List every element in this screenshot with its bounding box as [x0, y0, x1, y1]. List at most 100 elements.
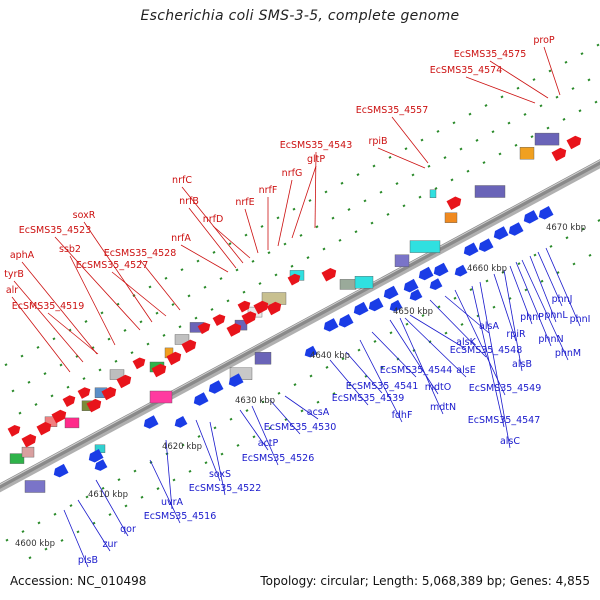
tick-mark	[162, 333, 166, 337]
gene-labels: alrtyrBaphAssb2EcSMS35_4519EcSMS35_4523s…	[4, 35, 590, 566]
tick-mark	[50, 394, 54, 398]
tick-mark	[244, 233, 248, 237]
tick-mark	[260, 225, 264, 228]
leader-line	[251, 405, 279, 466]
scale-label: 4640 kbp	[310, 351, 350, 361]
tick-mark	[251, 259, 255, 263]
tick-mark	[498, 152, 502, 156]
tick-mark	[402, 204, 406, 208]
tick-mark	[325, 365, 329, 369]
tick-mark	[139, 320, 143, 324]
gene-label: EcSMS35_4516	[144, 511, 217, 522]
tick-mark	[501, 270, 505, 274]
tick-mark	[370, 221, 374, 225]
backbone-shadow	[0, 161, 600, 493]
gene-arrow	[418, 266, 434, 281]
tick-mark	[372, 164, 376, 168]
backbone-highlight	[0, 159, 600, 486]
tick-mark	[117, 478, 121, 482]
gene-label: alr	[6, 285, 18, 296]
leader-line	[329, 359, 369, 406]
leader-line	[165, 439, 173, 510]
feature-box	[444, 212, 458, 223]
tick-mark	[52, 337, 56, 341]
tick-mark	[539, 104, 543, 108]
tick-mark	[220, 452, 224, 456]
gene-arrow	[208, 380, 224, 394]
tick-mark	[133, 469, 137, 473]
gene-label: rpiR	[506, 329, 526, 340]
tick-mark	[197, 435, 201, 438]
leader-line	[529, 255, 557, 323]
gene-arrow	[21, 434, 37, 448]
leader-line	[537, 251, 563, 307]
tick-mark	[172, 478, 176, 482]
tick-mark	[341, 357, 345, 361]
tick-mark	[34, 403, 38, 406]
tick-mark	[450, 178, 454, 182]
gene-label: nrfG	[282, 168, 303, 179]
leader-line	[188, 207, 237, 269]
gene-label: proP	[533, 35, 555, 46]
tick-mark	[395, 182, 399, 186]
gene-arrow	[508, 222, 524, 236]
tick-mark	[274, 273, 278, 277]
gene-label: EcSMS35_4574	[430, 65, 503, 76]
tick-mark	[194, 316, 198, 320]
gene-label: soxR	[73, 210, 96, 221]
gene-arrow	[433, 262, 449, 277]
scale-label: 4610 kbp	[88, 490, 128, 500]
leader-line	[149, 459, 181, 524]
gene-arrow	[353, 301, 369, 316]
tick-mark	[267, 251, 271, 255]
gene-label: acsA	[307, 407, 330, 418]
gene-arrow	[523, 210, 539, 224]
gene-arrow	[321, 268, 337, 282]
feature-box	[339, 279, 357, 290]
leader-line	[212, 225, 251, 259]
tick-mark	[101, 486, 105, 490]
gene-label: uvrA	[161, 497, 184, 508]
gene-arrow	[241, 311, 257, 325]
tick-mark	[492, 305, 496, 309]
tick-mark	[146, 342, 150, 346]
scale-label: 4660 kbp	[467, 264, 507, 274]
gene-label: nrfE	[235, 197, 254, 208]
tick-mark	[514, 143, 518, 147]
leader-line	[95, 479, 129, 537]
leader-line	[244, 208, 259, 254]
gene-arrow	[36, 421, 52, 436]
gene-arrow	[86, 398, 102, 413]
tick-mark	[293, 383, 297, 387]
tick-mark	[155, 311, 159, 315]
leader-line	[389, 319, 439, 395]
leader-line	[181, 186, 244, 264]
tick-mark	[437, 305, 441, 309]
gene-arrow	[143, 415, 159, 429]
gene-label: EcSMS35_4530	[264, 422, 337, 433]
leader-line	[543, 46, 561, 96]
gene-label: plsB	[78, 555, 98, 566]
gene-label: zur	[103, 539, 118, 550]
feature-box	[254, 352, 272, 365]
gene-label: alsK	[456, 337, 476, 348]
tick-mark	[210, 308, 214, 311]
gene-arrow	[368, 297, 384, 312]
tick-mark	[484, 104, 488, 107]
tick-mark	[92, 521, 96, 525]
gene-arrow	[228, 373, 244, 387]
leader-line	[47, 312, 99, 355]
gene-arrow	[181, 339, 197, 354]
gene-label: tyrB	[4, 269, 24, 280]
tick-mark	[356, 173, 360, 177]
leader-line	[269, 399, 301, 435]
gene-label: phnM	[555, 348, 581, 359]
gene-arrow	[446, 196, 462, 210]
tick-mark	[581, 227, 585, 231]
tick-mark	[21, 530, 25, 533]
tick-mark	[475, 138, 479, 142]
leader-line	[83, 221, 153, 323]
gene-label: EcSMS35_4543	[280, 140, 353, 151]
leader-line	[465, 76, 536, 104]
tick-mark	[258, 282, 262, 285]
